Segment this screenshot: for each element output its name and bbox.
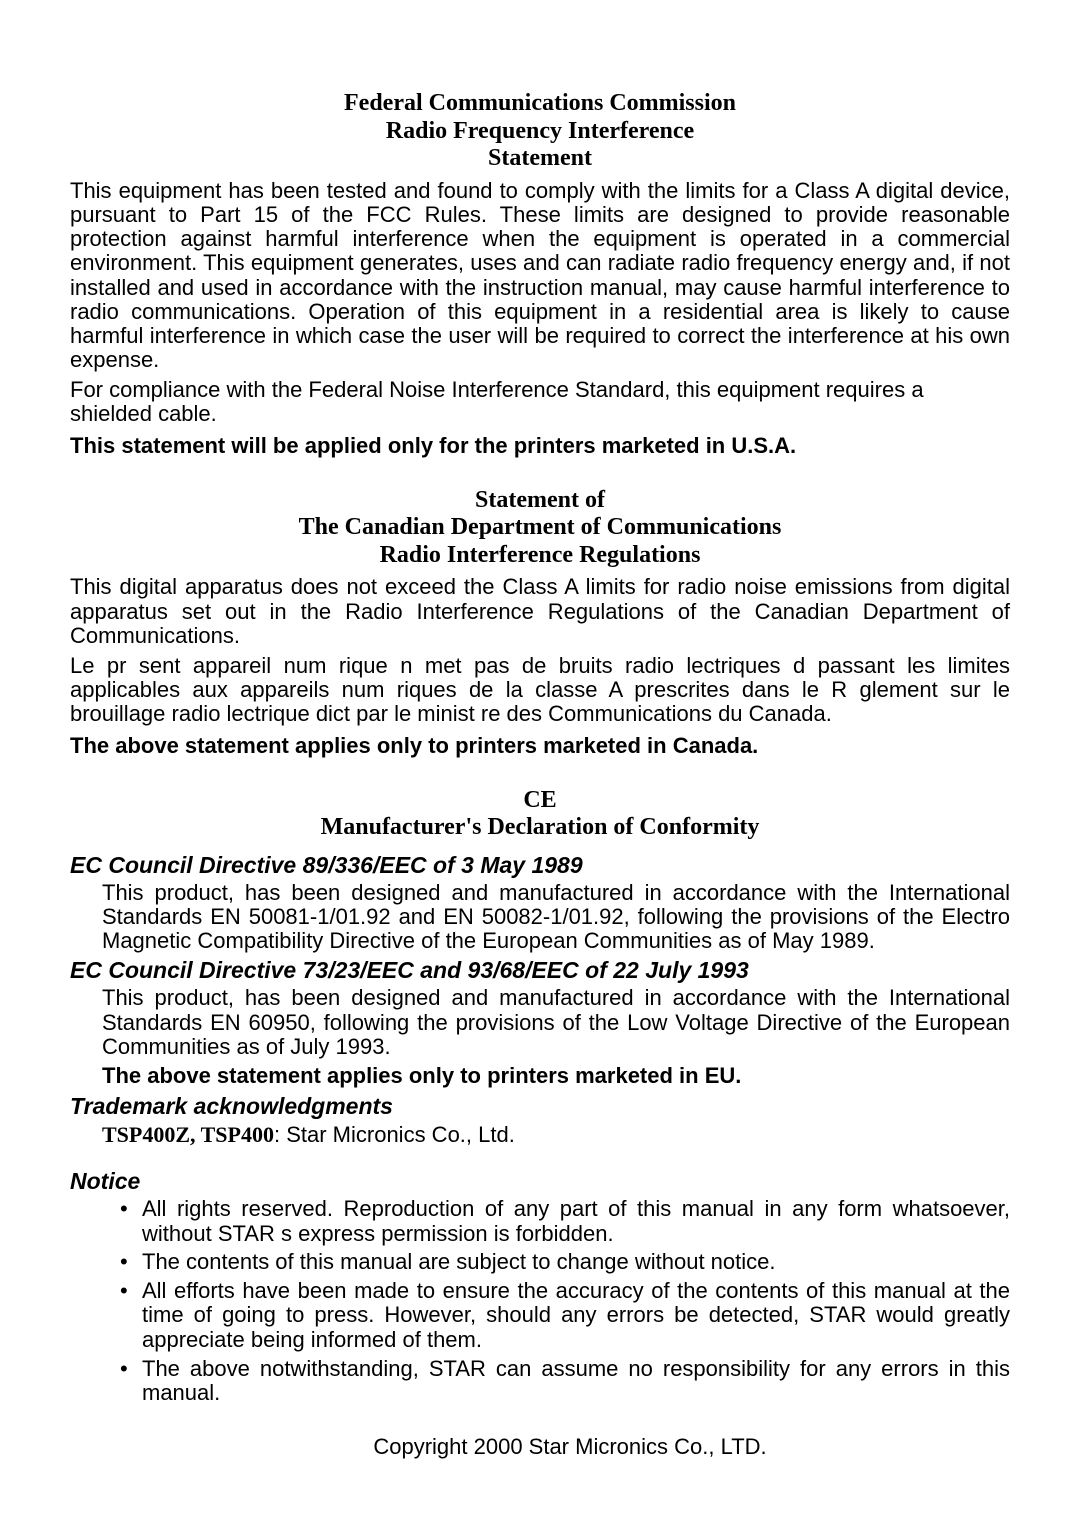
notice-item: The contents of this manual are subject …: [120, 1250, 1010, 1275]
canada-heading-line: Radio Interference Regulations: [70, 542, 1010, 570]
trademark-name: TSP400Z, TSP400: [102, 1122, 274, 1147]
notice-item: All efforts have been made to ensure the…: [120, 1279, 1010, 1353]
fcc-heading-line: Radio Frequency Interference: [70, 118, 1010, 146]
ce-directive-1-text: This product, has been designed and manu…: [102, 881, 1010, 954]
ce-heading-line: CE: [70, 787, 1010, 815]
canada-note: The above statement applies only to prin…: [70, 733, 1010, 759]
canada-paragraph-1: This digital apparatus does not exceed t…: [70, 575, 1010, 648]
notice-list: All rights reserved. Reproduction of any…: [70, 1197, 1010, 1406]
trademark-line: TSP400Z, TSP400: Star Micronics Co., Ltd…: [102, 1122, 1010, 1148]
canada-heading: Statement of The Canadian Department of …: [70, 487, 1010, 570]
canada-heading-line: The Canadian Department of Communication…: [70, 514, 1010, 542]
ce-heading: CE Manufacturer's Declaration of Conform…: [70, 787, 1010, 842]
ce-note: The above statement applies only to prin…: [70, 1063, 1010, 1089]
fcc-heading-line: Statement: [70, 145, 1010, 173]
fcc-paragraph-1: This equipment has been tested and found…: [70, 179, 1010, 373]
trademark-text: : Star Micronics Co., Ltd.: [274, 1122, 515, 1147]
ce-directive-2-title: EC Council Directive 73/23/EEC and 93/68…: [70, 957, 1010, 984]
trademark-title: Trademark acknowledgments: [70, 1093, 1010, 1120]
fcc-heading-line: Federal Communications Commission: [70, 90, 1010, 118]
fcc-note: This statement will be applied only for …: [70, 433, 1010, 459]
notice-item: All rights reserved. Reproduction of any…: [120, 1197, 1010, 1246]
notice-item: The above notwithstanding, STAR can assu…: [120, 1357, 1010, 1406]
copyright: Copyright 2000 Star Micronics Co., LTD.: [70, 1434, 1010, 1460]
fcc-paragraph-2: For compliance with the Federal Noise In…: [70, 378, 1010, 426]
ce-directive-2-text: This product, has been designed and manu…: [102, 986, 1010, 1059]
ce-directive-1-title: EC Council Directive 89/336/EEC of 3 May…: [70, 852, 1010, 879]
notice-title: Notice: [70, 1168, 1010, 1195]
canada-paragraph-2: Le pr sent appareil num rique n met pas …: [70, 654, 1010, 727]
ce-heading-line: Manufacturer's Declaration of Conformity: [70, 814, 1010, 842]
canada-heading-line: Statement of: [70, 487, 1010, 515]
fcc-heading: Federal Communications Commission Radio …: [70, 90, 1010, 173]
